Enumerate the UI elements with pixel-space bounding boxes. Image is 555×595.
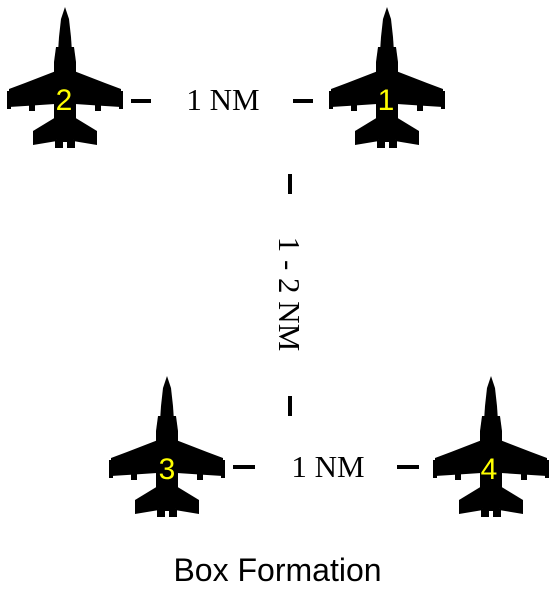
aircraft-2-number: 2	[56, 84, 73, 117]
aircraft-4: 4	[433, 376, 549, 517]
aircraft-1-number: 1	[378, 84, 395, 117]
bottom-distance-marker: 1 NM	[233, 449, 419, 484]
aircraft-1-jet-icon	[329, 7, 445, 148]
aircraft-2-jet-icon	[7, 7, 123, 148]
vertical-distance-dash-bottom	[288, 396, 292, 416]
top-distance-marker: 1 NM	[131, 82, 313, 117]
aircraft-3-number: 3	[159, 453, 176, 486]
top-distance-label: 1 NM	[186, 82, 259, 117]
bottom-distance-dash-right	[397, 465, 419, 469]
diagram-caption: Box Formation	[173, 552, 382, 588]
aircraft-4-jet-icon	[433, 376, 549, 517]
aircraft-3-jet-icon	[109, 376, 225, 517]
vertical-distance-dash-top	[288, 174, 292, 194]
top-distance-dash-left	[131, 99, 151, 103]
top-distance-dash-right	[293, 99, 313, 103]
aircraft-3: 3	[109, 376, 225, 517]
aircraft-1: 1	[329, 7, 445, 148]
aircraft-2: 2	[7, 7, 123, 148]
bottom-distance-label: 1 NM	[291, 449, 364, 484]
vertical-distance-marker: 1 - 2 NM	[272, 174, 307, 416]
bottom-distance-dash-left	[233, 465, 255, 469]
vertical-distance-label: 1 - 2 NM	[272, 237, 307, 352]
aircraft-4-number: 4	[481, 453, 498, 486]
